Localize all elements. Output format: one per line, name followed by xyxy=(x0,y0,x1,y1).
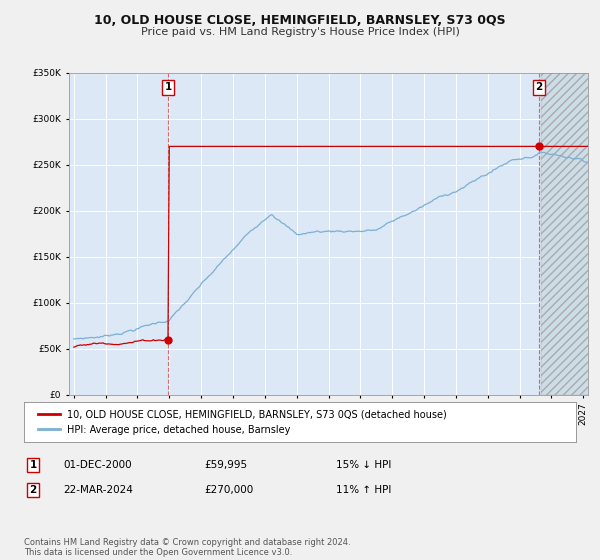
Legend: 10, OLD HOUSE CLOSE, HEMINGFIELD, BARNSLEY, S73 0QS (detached house), HPI: Avera: 10, OLD HOUSE CLOSE, HEMINGFIELD, BARNSL… xyxy=(34,406,451,438)
Text: 2: 2 xyxy=(535,82,542,92)
Text: £270,000: £270,000 xyxy=(204,485,253,495)
Text: 15% ↓ HPI: 15% ↓ HPI xyxy=(336,460,391,470)
Text: £59,995: £59,995 xyxy=(204,460,247,470)
Text: Price paid vs. HM Land Registry's House Price Index (HPI): Price paid vs. HM Land Registry's House … xyxy=(140,27,460,37)
Text: Contains HM Land Registry data © Crown copyright and database right 2024.
This d: Contains HM Land Registry data © Crown c… xyxy=(24,538,350,557)
Text: 1: 1 xyxy=(164,82,172,92)
Text: 11% ↑ HPI: 11% ↑ HPI xyxy=(336,485,391,495)
Text: 1: 1 xyxy=(29,460,37,470)
Text: 22-MAR-2024: 22-MAR-2024 xyxy=(63,485,133,495)
Text: 2: 2 xyxy=(29,485,37,495)
Text: 01-DEC-2000: 01-DEC-2000 xyxy=(63,460,131,470)
Text: 10, OLD HOUSE CLOSE, HEMINGFIELD, BARNSLEY, S73 0QS: 10, OLD HOUSE CLOSE, HEMINGFIELD, BARNSL… xyxy=(94,14,506,27)
